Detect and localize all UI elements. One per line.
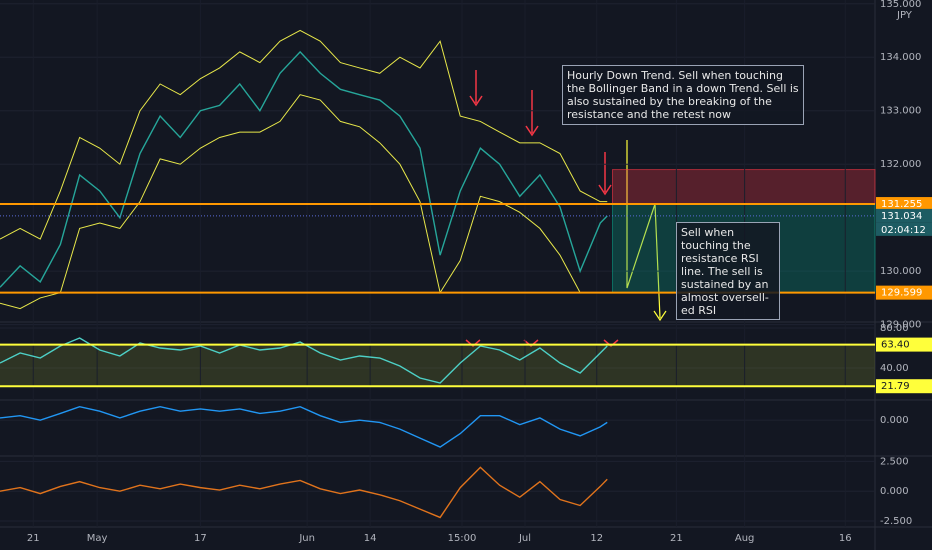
x-tick-label: 16 (839, 533, 852, 544)
price-label: 63.40 (881, 340, 910, 351)
sell-arrows (465, 70, 619, 347)
x-tick-label: Jun (298, 533, 315, 544)
annotation-note: Sell when touching the resistance RSI li… (676, 222, 780, 320)
y-tick-label: 132.000 (880, 159, 921, 170)
y-tick-label: -2.500 (880, 516, 912, 527)
series-line (0, 466, 608, 519)
price-label-box (876, 337, 932, 352)
y-tick-label: 2.500 (880, 456, 909, 467)
x-tick-label: 15:00 (448, 533, 477, 544)
series-line (0, 337, 608, 384)
y-tick-label: 135.000 (880, 0, 921, 10)
currency-label: JPY (896, 10, 913, 21)
series-line (0, 50, 608, 288)
y-tick-label: 0.000 (880, 415, 909, 426)
y-tick-label: 133.000 (880, 106, 921, 117)
y-tick-label: 0.000 (880, 486, 909, 497)
y-tick-label: 134.000 (880, 52, 921, 63)
price-label-box (876, 379, 932, 394)
countdown-box (876, 222, 932, 236)
y-tick-label: 129.000 (880, 320, 921, 331)
x-tick-label: Jul (518, 533, 531, 544)
price-label: 131.034 (881, 211, 922, 222)
series-line (0, 29, 608, 240)
x-tick-label: 14 (364, 533, 377, 544)
y-tick-label: 130.000 (880, 266, 921, 277)
projection-path (626, 140, 661, 319)
price-label: 21.79 (881, 381, 910, 392)
x-tick-label: 21 (670, 533, 683, 544)
projection-arrowhead (653, 310, 667, 322)
x-tick-label: 21 (27, 533, 40, 544)
trade-zone (612, 169, 876, 205)
x-tick-label: 12 (590, 533, 603, 544)
y-tick-label: 40.00 (880, 363, 909, 374)
x-tick-label: Aug (735, 533, 755, 544)
countdown: 02:04:12 (881, 225, 926, 236)
x-tick-label: 17 (194, 533, 207, 544)
series-line (0, 94, 608, 310)
price-label-box (876, 197, 932, 212)
price-label-box (876, 208, 932, 223)
x-tick-label: May (87, 533, 108, 544)
series-line (0, 405, 608, 448)
y-tick-label: 80.00 (880, 323, 909, 334)
rsi-band (0, 344, 875, 387)
price-label: 129.599 (881, 288, 922, 299)
price-label-box (876, 285, 932, 300)
price-label: 131.255 (881, 199, 922, 210)
annotation-note: Hourly Down Trend. Sell when touching th… (562, 65, 804, 125)
